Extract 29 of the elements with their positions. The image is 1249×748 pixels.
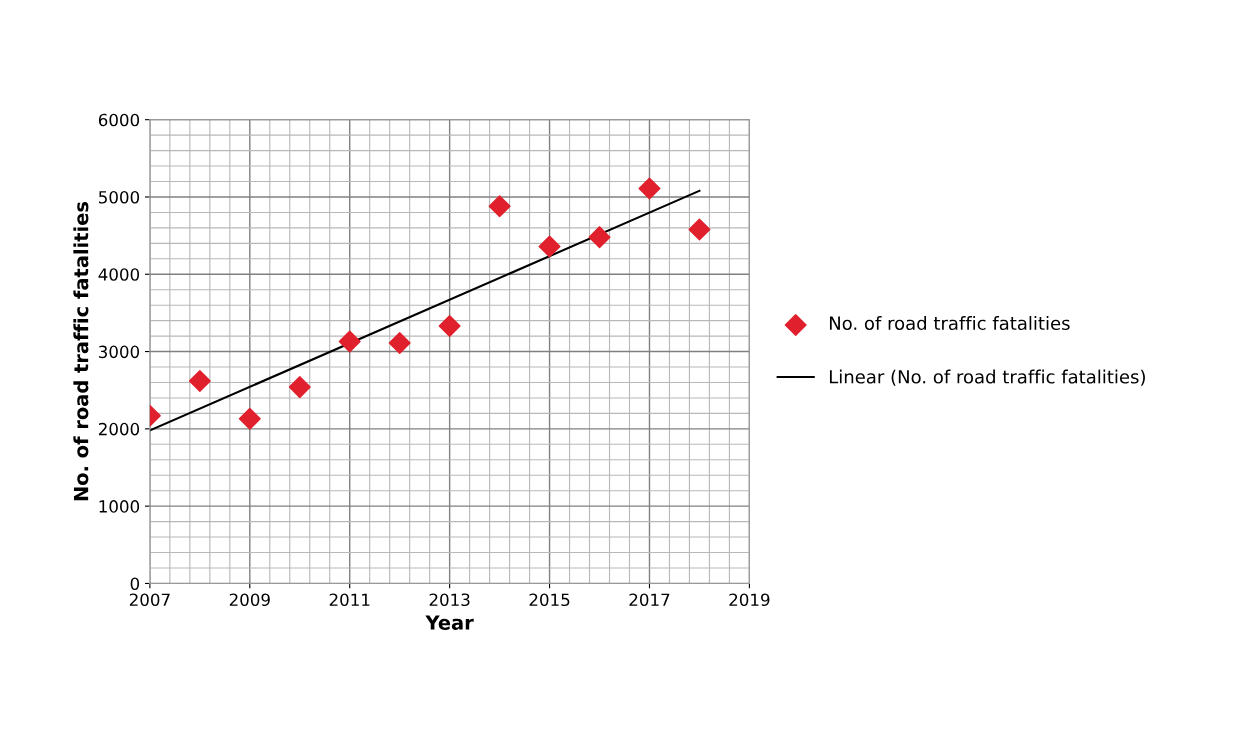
point — [538, 235, 561, 258]
y-tick-label: 3000 — [99, 345, 140, 359]
legend-label: No. of road traffic fatalities — [829, 316, 1070, 331]
y-axis-title: No. of road traffic fatalities — [73, 201, 89, 501]
x-tick-label: 2019 — [729, 593, 770, 607]
y-tick-label: 5000 — [99, 190, 140, 204]
x-tick-label: 2013 — [429, 593, 470, 607]
x-axis-title: Year — [425, 615, 474, 630]
point — [188, 369, 211, 392]
point — [288, 376, 311, 399]
point — [388, 332, 411, 355]
x-tick-label: 2007 — [129, 593, 170, 607]
point — [588, 226, 611, 249]
y-tick-label: 2000 — [98, 422, 140, 436]
x-tick-label: 2017 — [629, 593, 670, 607]
y-tick-label: 1000 — [99, 500, 140, 513]
legend-label: Linear (No. of road traffic fatalities) — [829, 369, 1145, 386]
point — [438, 315, 461, 338]
x-tick-label: 2015 — [529, 593, 570, 607]
point — [688, 218, 711, 241]
point — [638, 177, 661, 200]
y-tick-label: 0 — [130, 577, 140, 591]
point — [238, 407, 261, 430]
x-tick-label: 2011 — [329, 593, 370, 607]
x-tick-label: 2009 — [229, 593, 270, 607]
y-tick-label: 6000 — [98, 113, 140, 127]
point — [488, 195, 511, 218]
point — [338, 330, 361, 353]
y-tick-label: 4000 — [98, 268, 140, 281]
